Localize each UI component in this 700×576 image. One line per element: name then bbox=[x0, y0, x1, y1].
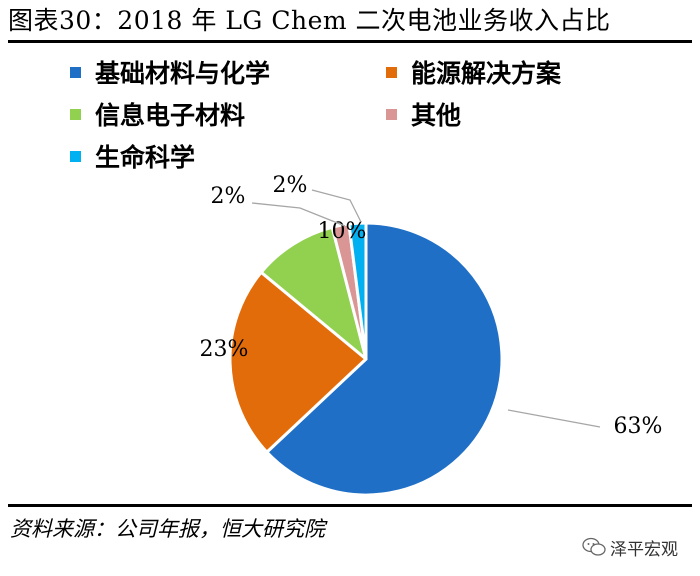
data-label: 2% bbox=[273, 173, 308, 198]
legend-swatch bbox=[70, 150, 81, 162]
pie-slice bbox=[265, 221, 504, 497]
title-divider bbox=[8, 40, 692, 43]
legend-label: 信息电子材料 bbox=[95, 101, 246, 130]
chart-title: 图表30：2018 年 LG Chem 二次电池业务收入占比 bbox=[8, 6, 611, 35]
legend-swatch bbox=[386, 66, 397, 78]
data-label: 10% bbox=[318, 219, 367, 244]
pie-slice bbox=[228, 270, 368, 454]
legend-label: 基础材料与化学 bbox=[95, 59, 271, 88]
pie-chart: 63% 23% 10% 2% 2% bbox=[200, 173, 663, 497]
chart-legend: 基础材料与化学 能源解决方案 信息电子材料 其他 生命科学 bbox=[70, 52, 670, 192]
legend-item: 信息电子材料 bbox=[70, 94, 245, 134]
legend-item: 生命科学 bbox=[70, 136, 195, 176]
legend-item: 其他 bbox=[386, 94, 461, 134]
legend-item: 能源解决方案 bbox=[386, 52, 561, 92]
brand-watermark: 泽平宏观 bbox=[582, 532, 678, 562]
legend-item: 基础材料与化学 bbox=[70, 52, 270, 92]
source-note: 资料来源：公司年报，恒大研究院 bbox=[10, 517, 325, 541]
legend-swatch bbox=[70, 66, 81, 78]
wechat-icon bbox=[582, 537, 606, 556]
leader-line bbox=[311, 189, 362, 223]
legend-swatch bbox=[70, 108, 81, 120]
brand-name: 泽平宏观 bbox=[610, 539, 678, 560]
data-label: 23% bbox=[200, 337, 249, 362]
legend-swatch bbox=[386, 108, 397, 120]
legend-label: 其他 bbox=[411, 101, 462, 130]
pie-slice bbox=[347, 221, 368, 361]
data-label: 2% bbox=[211, 184, 246, 209]
footer-divider bbox=[8, 504, 692, 507]
data-label: 63% bbox=[614, 414, 663, 439]
legend-label: 能源解决方案 bbox=[411, 59, 562, 88]
leader-line bbox=[507, 409, 601, 428]
legend-label: 生命科学 bbox=[95, 143, 196, 172]
leader-line bbox=[251, 202, 346, 227]
